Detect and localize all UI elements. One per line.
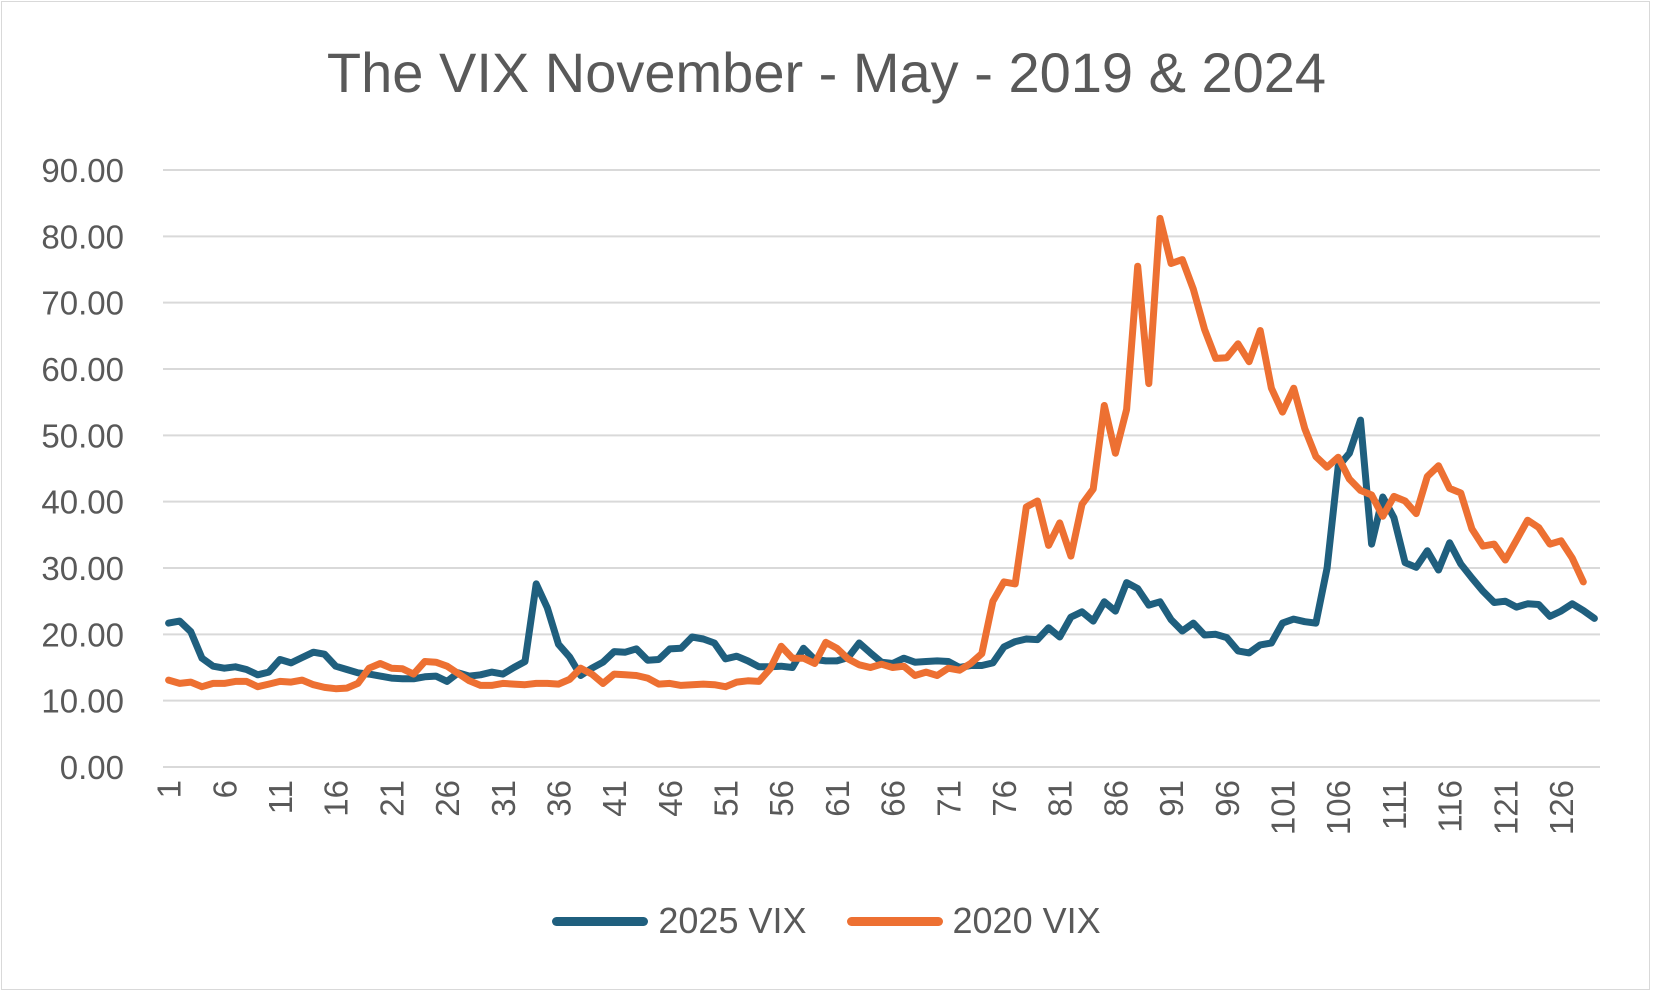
x-tick-label: 126 <box>1543 780 1580 835</box>
x-tick-label: 36 <box>540 780 577 817</box>
legend-item-2020-vix: 2020 VIX <box>846 900 1101 942</box>
x-tick-label: 71 <box>930 780 967 817</box>
x-tick-label: 6 <box>206 780 243 798</box>
y-axis-tick-labels: 0.00 10.00 20.00 30.00 40.00 50.00 60.00 70.00 8… <box>41 152 124 786</box>
y-tick-label: 60.00 <box>41 351 124 388</box>
x-tick-label: 1 <box>151 780 188 798</box>
x-tick-label: 51 <box>708 780 745 817</box>
legend: 2025 VIX 2020 VIX <box>0 900 1653 942</box>
y-tick-label: 10.00 <box>41 683 124 720</box>
series-line-2025-vix <box>165 416 1598 685</box>
x-tick-label: 76 <box>986 780 1023 817</box>
y-tick-label: 30.00 <box>41 550 124 587</box>
x-tick-label: 81 <box>1042 780 1079 817</box>
x-tick-label: 106 <box>1320 780 1357 835</box>
x-tick-label: 46 <box>652 780 689 817</box>
y-tick-label: 90.00 <box>41 152 124 189</box>
legend-label-2020-vix: 2020 VIX <box>952 900 1101 941</box>
y-tick-label: 70.00 <box>41 285 124 322</box>
legend-item-2025-vix: 2025 VIX <box>552 900 807 942</box>
legend-swatch-2025-vix <box>552 916 649 926</box>
x-tick-label: 56 <box>763 780 800 817</box>
legend-swatch-2020-vix <box>846 916 943 926</box>
y-tick-label: 40.00 <box>41 484 124 521</box>
x-tick-label: 16 <box>318 780 355 817</box>
x-tick-label: 116 <box>1432 780 1469 833</box>
x-tick-label: 21 <box>373 780 410 817</box>
y-tick-label: 20.00 <box>41 616 124 653</box>
x-tick-label: 91 <box>1153 780 1190 817</box>
x-tick-label: 111 <box>1376 780 1413 830</box>
y-tick-label: 0.00 <box>60 749 124 786</box>
x-tick-label: 121 <box>1487 780 1524 835</box>
legend-label-2025-vix: 2025 VIX <box>658 900 807 941</box>
y-tick-label: 50.00 <box>41 417 124 454</box>
x-tick-label: 86 <box>1097 780 1134 817</box>
x-tick-label: 31 <box>485 780 522 817</box>
series-line-2020-vix <box>165 214 1587 693</box>
x-tick-label: 61 <box>819 780 856 817</box>
x-tick-label: 96 <box>1209 780 1246 817</box>
x-tick-label: 11 <box>262 780 299 814</box>
series-lines <box>165 214 1598 693</box>
x-tick-label: 26 <box>429 780 466 817</box>
x-tick-label: 101 <box>1265 780 1302 835</box>
y-tick-label: 80.00 <box>41 218 124 255</box>
x-tick-label: 66 <box>875 780 912 817</box>
x-tick-label: 41 <box>596 780 633 817</box>
x-axis-tick-labels: 1 6 11 16 21 26 31 36 41 46 51 56 61 66 71 76 81 86 91 96 10… <box>151 780 1580 835</box>
chart-title: The VIX November - May - 2019 & 2024 <box>326 41 1327 104</box>
